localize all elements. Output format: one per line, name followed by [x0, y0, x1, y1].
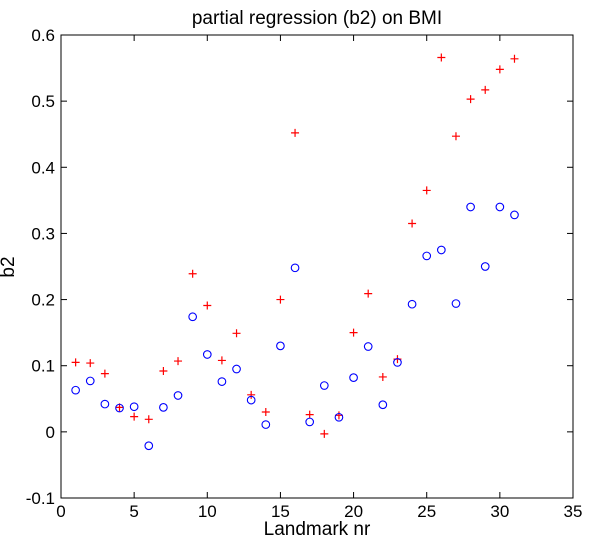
plot-area	[60, 34, 574, 499]
data-point-plus	[188, 269, 197, 278]
data-point-plus	[422, 186, 431, 195]
x-tick-label: 25	[417, 502, 436, 521]
data-point-plus	[217, 356, 226, 365]
data-point-circle	[115, 403, 124, 413]
data-point-plus	[261, 408, 270, 417]
y-tick-label: 0.1	[31, 357, 55, 376]
data-point-circle	[217, 377, 227, 386]
data-point-circle	[510, 210, 519, 220]
y-tick-label: 0	[46, 423, 55, 442]
points-layer	[71, 53, 519, 451]
data-point-plus	[100, 369, 109, 378]
data-point-circle	[378, 400, 388, 410]
data-point-circle	[422, 251, 432, 261]
x-tick-label: 15	[271, 502, 290, 521]
data-point-circle	[466, 202, 475, 212]
data-point-circle	[451, 299, 461, 308]
data-point-plus	[174, 357, 183, 366]
data-point-plus	[481, 85, 490, 94]
data-point-plus	[466, 95, 475, 104]
data-point-circle	[144, 441, 154, 451]
data-point-circle	[100, 399, 110, 409]
data-point-circle	[261, 420, 271, 429]
y-tick-label: 0.3	[31, 224, 55, 243]
data-point-plus	[247, 390, 256, 399]
data-point-circle	[202, 350, 212, 359]
data-point-plus	[320, 429, 329, 438]
data-point-plus	[86, 359, 95, 368]
data-point-circle	[71, 385, 80, 395]
data-point-circle	[232, 364, 241, 374]
x-tick-label: 10	[198, 502, 217, 521]
data-point-plus	[510, 54, 519, 63]
data-point-plus	[364, 289, 373, 298]
x-tick-label: 30	[490, 502, 509, 521]
data-point-circle	[173, 391, 183, 400]
data-point-circle	[85, 376, 95, 386]
data-point-plus	[495, 65, 504, 74]
x-tick-label: 20	[344, 502, 363, 521]
ticks-layer: 0 5 10 15 20 25 30 35-0.100.10.20.30.40.50.6	[26, 26, 583, 521]
data-point-plus	[276, 295, 285, 304]
data-point-circle	[349, 373, 358, 382]
data-point-circle	[159, 403, 168, 412]
data-point-circle	[276, 341, 285, 351]
x-tick-label: 0	[56, 502, 65, 521]
data-point-circle	[129, 402, 139, 412]
data-point-plus	[408, 219, 417, 228]
data-point-circle	[290, 263, 300, 273]
data-point-plus	[232, 329, 241, 338]
data-point-circle	[305, 417, 315, 427]
x-axis-label: Landmark nr	[264, 519, 371, 540]
data-point-circle	[334, 412, 344, 422]
data-point-plus	[71, 358, 80, 367]
y-tick-label: 0.2	[31, 291, 55, 310]
y-tick-label: 0.6	[31, 26, 55, 45]
data-point-plus	[144, 415, 153, 424]
data-point-circle	[495, 202, 505, 212]
data-point-plus	[130, 412, 139, 421]
chart-title: partial regression (b2) on BMI	[192, 8, 442, 29]
y-axis-label: b2	[0, 256, 19, 277]
data-point-plus	[378, 372, 387, 381]
data-point-circle	[480, 262, 490, 271]
data-point-plus	[291, 128, 300, 137]
data-point-circle	[393, 358, 402, 367]
data-point-plus	[349, 328, 358, 337]
x-tick-label: 35	[564, 502, 583, 521]
data-point-plus	[451, 132, 460, 141]
data-point-circle	[319, 381, 329, 390]
data-point-plus	[203, 301, 212, 310]
y-tick-label: -0.1	[26, 489, 55, 508]
data-point-plus	[334, 411, 343, 420]
data-point-plus	[437, 53, 446, 62]
data-point-circle	[436, 245, 446, 255]
data-point-plus	[159, 367, 168, 376]
data-point-circle	[246, 395, 256, 405]
data-point-circle	[363, 342, 373, 351]
y-tick-label: 0.5	[31, 92, 55, 111]
data-point-circle	[407, 299, 417, 309]
data-point-plus	[305, 410, 314, 419]
data-point-circle	[188, 312, 198, 322]
x-tick-label: 5	[129, 502, 138, 521]
y-tick-label: 0.4	[31, 158, 55, 177]
